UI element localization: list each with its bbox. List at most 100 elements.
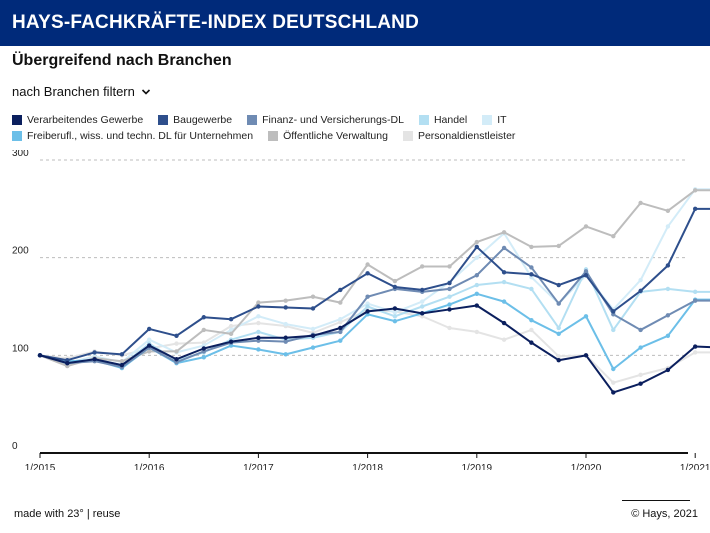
data-point-series-0 xyxy=(310,333,316,338)
data-point-series-4 xyxy=(392,310,398,315)
data-point-series-6 xyxy=(201,327,206,333)
chart-subtitle: Übergreifend nach Branchen xyxy=(12,52,232,69)
legend-item-oeffentliche-verwaltung[interactable]: Öffentliche Verwaltung xyxy=(268,130,388,142)
data-point-series-7 xyxy=(693,350,698,355)
data-point-series-4 xyxy=(638,277,643,283)
data-point-series-4 xyxy=(338,316,343,322)
data-point-series-1 xyxy=(556,282,561,288)
data-point-series-1 xyxy=(501,270,507,275)
data-point-series-1 xyxy=(174,333,179,338)
data-point-series-3 xyxy=(501,279,507,285)
data-point-series-6 xyxy=(474,239,479,245)
data-point-series-7 xyxy=(529,327,534,333)
data-point-series-0 xyxy=(529,340,534,345)
legend-item-baugewerbe[interactable]: Baugewerbe xyxy=(158,114,232,126)
data-point-series-7 xyxy=(447,325,452,331)
data-point-series-0 xyxy=(665,367,671,373)
data-point-series-6 xyxy=(529,244,534,250)
data-point-series-1 xyxy=(529,272,534,277)
data-point-series-1 xyxy=(693,206,698,212)
data-point-series-0 xyxy=(365,309,370,314)
legend-item-personaldienstleister[interactable]: Personaldienstleister xyxy=(402,130,515,142)
data-point-series-3 xyxy=(447,294,452,299)
data-point-series-6 xyxy=(583,224,589,229)
data-point-series-5 xyxy=(529,317,534,323)
data-point-series-0 xyxy=(556,358,561,363)
legend-row-1: Verarbeitendes Gewerbe Baugewerbe Finanz… xyxy=(12,112,702,128)
series-line-1 xyxy=(39,207,710,362)
footer-divider xyxy=(622,500,690,501)
data-point-series-2 xyxy=(638,327,643,333)
data-point-series-6 xyxy=(638,200,643,206)
data-point-series-5 xyxy=(474,291,479,297)
data-point-series-4 xyxy=(283,321,288,327)
branch-filter-dropdown[interactable]: nach Branchen filtern xyxy=(12,84,151,99)
data-point-series-7 xyxy=(501,337,507,342)
legend-swatch xyxy=(418,115,429,125)
data-point-series-5 xyxy=(583,314,589,319)
data-point-series-1 xyxy=(392,284,398,290)
legend-item-verarbeitendes-gewerbe[interactable]: Verarbeitendes Gewerbe xyxy=(12,114,143,126)
data-point-series-1 xyxy=(447,280,452,286)
data-point-series-0 xyxy=(420,311,425,316)
data-point-series-6 xyxy=(147,349,152,354)
chart-legend: Verarbeitendes Gewerbe Baugewerbe Finanz… xyxy=(12,112,702,144)
series-line-6 xyxy=(39,189,710,368)
legend-swatch xyxy=(482,115,493,125)
data-point-series-3 xyxy=(392,314,398,319)
data-point-series-6 xyxy=(447,264,452,269)
branch-filter-label: nach Branchen filtern xyxy=(12,84,135,99)
data-point-series-5 xyxy=(556,331,561,337)
data-point-series-1 xyxy=(256,304,261,309)
data-point-series-0 xyxy=(501,320,507,326)
data-point-series-7 xyxy=(256,320,261,326)
data-point-series-3 xyxy=(365,304,370,309)
data-point-series-7 xyxy=(228,323,234,329)
data-point-series-0 xyxy=(474,303,479,308)
data-point-series-6 xyxy=(501,230,507,235)
series-line-2 xyxy=(39,246,710,369)
data-point-series-4 xyxy=(310,326,316,332)
data-point-series-1 xyxy=(119,352,125,357)
data-point-series-1 xyxy=(638,288,643,294)
data-point-series-0 xyxy=(256,335,261,340)
data-point-series-2 xyxy=(338,329,343,335)
data-point-series-1 xyxy=(228,316,234,322)
data-point-series-5 xyxy=(501,299,507,304)
data-point-series-0 xyxy=(447,307,452,312)
chevron-down-icon xyxy=(141,88,150,95)
legend-label: Baugewerbe xyxy=(173,114,233,126)
legend-item-it[interactable]: IT xyxy=(482,114,507,126)
data-point-series-6 xyxy=(556,243,561,249)
data-point-series-0 xyxy=(147,343,152,348)
made-with-credit[interactable]: made with 23° | reuse xyxy=(14,508,121,520)
header-banner: HAYS-FACHKRÄFTE-INDEX DEUTSCHLAND xyxy=(0,0,710,46)
data-point-series-0 xyxy=(611,390,616,395)
data-point-series-6 xyxy=(693,188,698,193)
legend-item-finanz-versicherungs-dl[interactable]: Finanz- und Versicherungs-DL xyxy=(247,114,404,126)
data-point-series-6 xyxy=(256,300,261,305)
series-line-0 xyxy=(39,304,710,394)
x-tick-label: 1/2015 xyxy=(25,463,56,470)
legend-item-freiberufl-dl[interactable]: Freiberufl., wiss. und techn. DL für Unt… xyxy=(12,130,253,142)
data-point-series-5 xyxy=(611,366,616,372)
x-tick-label: 1/2019 xyxy=(462,463,493,470)
data-point-series-5 xyxy=(283,352,288,357)
series-line-3 xyxy=(39,268,710,367)
data-point-series-7 xyxy=(556,354,561,359)
data-point-series-3 xyxy=(556,325,561,331)
data-point-series-5 xyxy=(256,347,261,352)
legend-item-handel[interactable]: Handel xyxy=(418,114,467,126)
data-point-series-0 xyxy=(119,362,125,368)
data-point-series-3 xyxy=(693,289,698,295)
data-point-series-7 xyxy=(474,329,479,335)
copyright: © Hays, 2021 xyxy=(631,508,698,520)
data-point-series-1 xyxy=(474,244,479,250)
data-point-series-2 xyxy=(693,298,698,303)
legend-swatch xyxy=(247,115,258,125)
data-point-series-2 xyxy=(447,286,452,292)
data-point-series-1 xyxy=(365,271,370,276)
x-tick-label: 1/2017 xyxy=(243,463,274,470)
data-point-series-2 xyxy=(474,273,479,278)
data-point-series-5 xyxy=(338,338,343,343)
